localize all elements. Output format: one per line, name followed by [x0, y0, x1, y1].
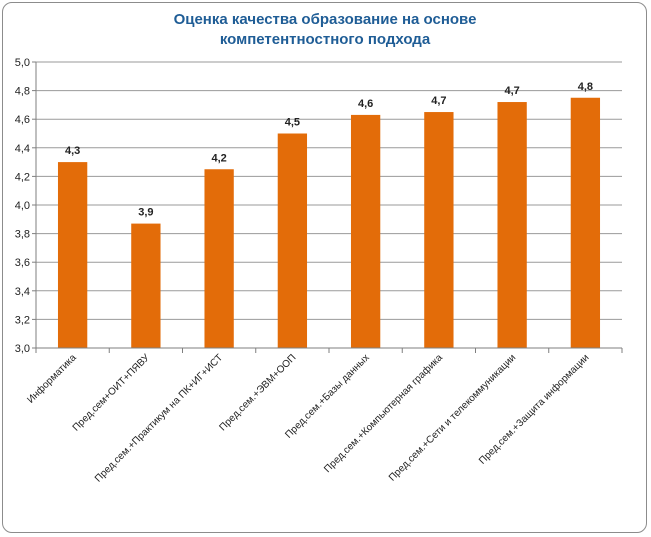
bar: [204, 169, 234, 348]
bar-value-label: 4,7: [504, 85, 519, 97]
chart-title-line-2: компетентностного подхода: [219, 31, 431, 48]
category-label: Пред.сем.+Базы данных: [283, 352, 371, 440]
y-tick-label: 4,2: [15, 171, 30, 183]
gridlines: [36, 61, 622, 320]
y-tick-label: 3,4: [15, 286, 30, 298]
bar-value-label: 4,2: [211, 152, 226, 164]
chart-title-line-1: Оценка качества образование на основе: [173, 11, 477, 28]
category-label: Информатика: [25, 351, 79, 405]
bar: [570, 97, 601, 348]
category-label: Пред.сем.+Практикум на ПК+ИГ+ИСТ: [93, 352, 225, 484]
bar-value-label: 4,7: [431, 95, 446, 107]
category-label: Пред.сем.+ЭВМ+ООП: [218, 352, 299, 433]
bar-value-label: 3,9: [138, 207, 153, 219]
y-tick-label: 4,4: [15, 143, 30, 155]
category-label: Пред.сем.+Компьютерная графика: [322, 351, 446, 475]
bar-value-label: 4,6: [358, 98, 373, 110]
y-tick-label: 3,8: [15, 229, 30, 241]
chart-title: Оценка качества образование на основе ко…: [60, 10, 590, 50]
bar-value-label: 4,8: [578, 81, 593, 93]
bar: [277, 133, 308, 348]
category-label: Пред.сем+ОИТ+ПЯВУ: [71, 352, 153, 434]
bars: 4,3 3,9 4,2 4,5 4,6 4,7 4,7 4,8: [57, 81, 601, 348]
bar: [424, 112, 454, 348]
bar: [57, 162, 88, 348]
y-tick-label: 4,6: [15, 114, 30, 126]
bar-value-label: 4,3: [65, 145, 80, 157]
y-tick-label: 3,2: [15, 314, 30, 326]
bar: [131, 223, 161, 348]
y-tick-label: 3,6: [15, 257, 30, 269]
y-tick-label: 5,0: [15, 57, 30, 69]
y-tick-label: 4,8: [15, 86, 30, 98]
category-label: Пред.сем.+Сети и телекоммуникации: [387, 352, 518, 483]
y-tick-label: 3,0: [15, 343, 30, 355]
y-tick-label: 4,0: [15, 200, 30, 212]
bar: [497, 102, 527, 348]
bar-value-label: 4,5: [285, 117, 300, 129]
x-axis: ИнформатикаПред.сем+ОИТ+ПЯВУПред.сем.+Пр…: [25, 347, 623, 485]
bar: [350, 114, 381, 348]
y-axis: 3,0 3,2 3,4 3,6 3,8 4,0 4,2 4,4 4,6 4,8 5,0: [15, 57, 37, 355]
